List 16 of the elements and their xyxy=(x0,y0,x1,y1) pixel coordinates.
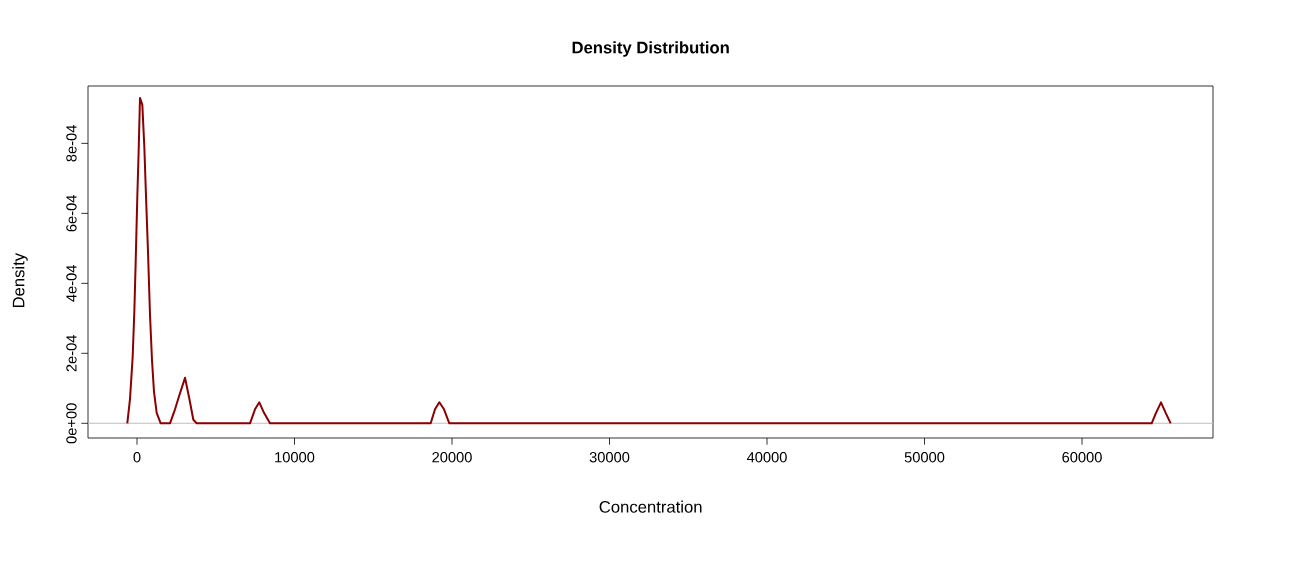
x-tick-label: 30000 xyxy=(589,452,630,463)
y-tick-label: 4e-04 xyxy=(66,265,77,302)
y-tick-label: 2e-04 xyxy=(66,335,77,372)
y-axis-title: Density xyxy=(12,252,28,308)
x-tick-label: 0 xyxy=(133,452,141,463)
x-tick-label: 10000 xyxy=(275,452,315,463)
y-tick-label: 8e-04 xyxy=(66,125,77,162)
x-tick-label: 20000 xyxy=(432,452,472,463)
chart-title: Density Distribution xyxy=(572,41,729,57)
x-tick-label: 40000 xyxy=(746,452,787,463)
y-tick-label: 0e+00 xyxy=(66,403,77,444)
x-tick-label: 60000 xyxy=(1062,452,1102,463)
line-series xyxy=(126,96,1172,425)
x-tick-label: 50000 xyxy=(904,452,945,463)
y-tick-label: 6e-04 xyxy=(66,195,77,232)
x-axis-title: Concentration xyxy=(599,500,702,513)
